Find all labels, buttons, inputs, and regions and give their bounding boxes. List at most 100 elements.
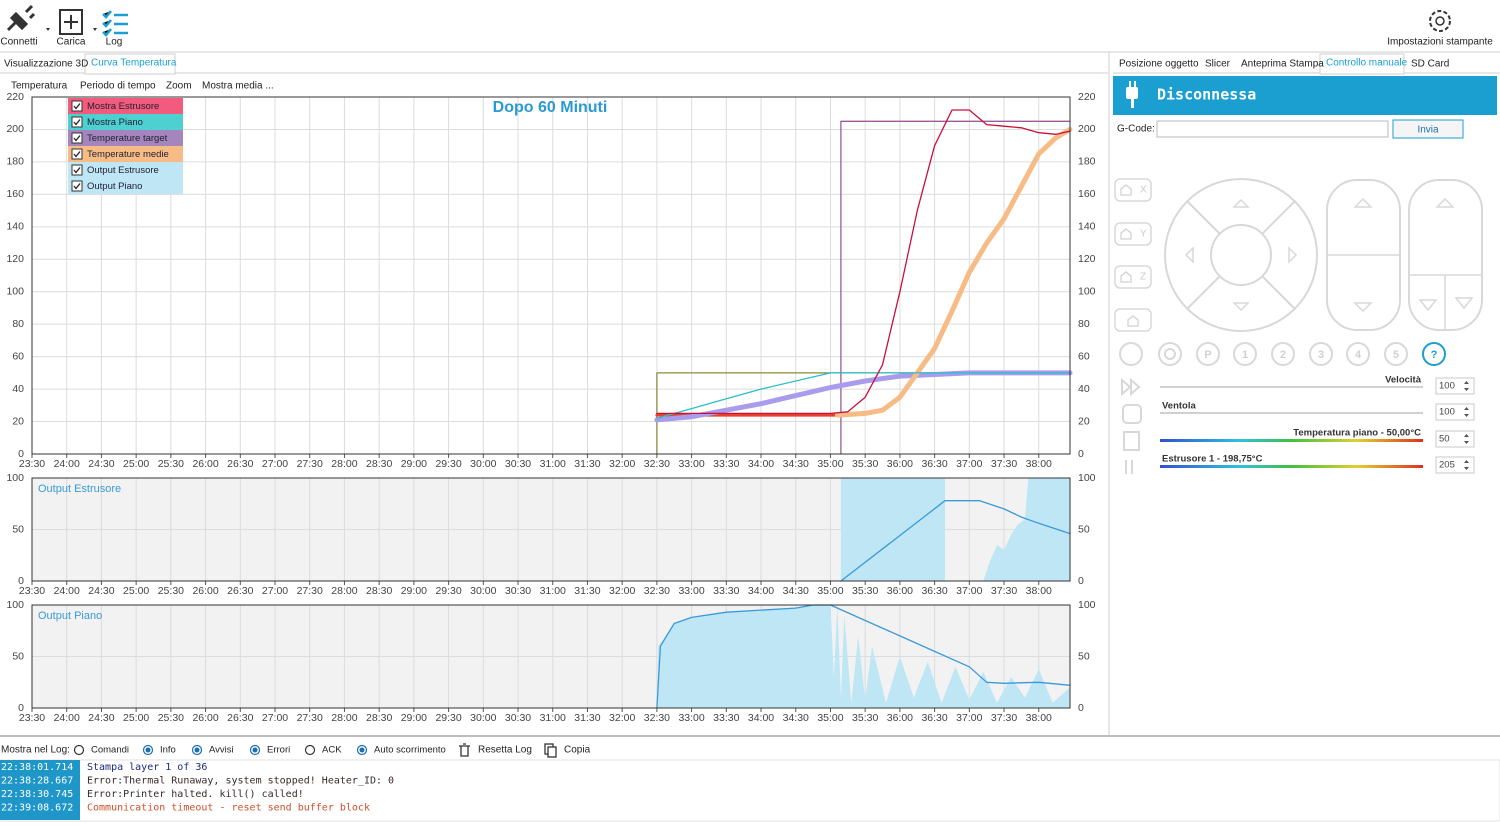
tab[interactable]: Posizione oggetto [1119, 59, 1199, 70]
legend-label[interactable]: Mostra Estrusore [87, 101, 159, 112]
dropdown-arrow[interactable] [93, 28, 97, 31]
legend-label[interactable]: Output Estrusore [87, 165, 159, 176]
tab[interactable]: Slicer [1205, 59, 1231, 70]
send-button-label[interactable]: Invia [1417, 125, 1439, 136]
macro-button[interactable] [1346, 342, 1370, 366]
x-tick-label: 32:30 [644, 585, 670, 597]
y-tick-label: 50 [12, 650, 24, 662]
macro-label[interactable]: ? [1431, 349, 1438, 361]
tab[interactable]: Controllo manuale [1326, 58, 1408, 69]
copy-log[interactable]: Copia [564, 745, 591, 756]
log-option-label[interactable]: Auto scorrimento [374, 745, 446, 756]
legend-checkbox[interactable] [71, 100, 83, 112]
legend-checkbox[interactable] [71, 116, 83, 128]
tab[interactable]: SD Card [1411, 59, 1449, 70]
menu-item[interactable]: Zoom [166, 81, 192, 92]
spin-arrows[interactable] [1464, 407, 1469, 417]
reset-log[interactable]: Resetta Log [478, 745, 532, 756]
macro-label[interactable]: 4 [1355, 349, 1362, 361]
slider-input[interactable] [1435, 430, 1475, 448]
macro-label[interactable]: 1 [1242, 349, 1248, 361]
tab[interactable]: Visualizzazione 3D [4, 59, 88, 70]
menu-item[interactable]: Periodo di tempo [80, 81, 156, 92]
macro-button[interactable] [1422, 342, 1446, 366]
log-options: Comandi Info Avvisi Errori ACK Auto scorrimen… [73, 744, 446, 756]
legend-checkbox[interactable] [71, 132, 83, 144]
x-tick-label: 29:00 [401, 458, 427, 470]
toolbar-button[interactable]: Connetti [0, 37, 37, 48]
toolbar-button[interactable]: Impostazioni stampante [1387, 37, 1493, 48]
macro-button[interactable] [1196, 342, 1220, 366]
log-options-label: Mostra nel Log: [1, 745, 70, 756]
slider-value[interactable]: 100 [1439, 381, 1455, 392]
slider-track[interactable] [1160, 386, 1423, 388]
spin-arrows[interactable] [1464, 434, 1469, 444]
slider-input[interactable] [1435, 377, 1475, 395]
home-axis[interactable]: Z [1140, 272, 1146, 283]
settings-icon[interactable] [1429, 10, 1451, 32]
macro-button[interactable] [1384, 342, 1408, 366]
x-tick-label: 33:30 [713, 585, 739, 597]
x-tick-label: 35:30 [852, 458, 878, 470]
macro-label[interactable]: 2 [1280, 349, 1286, 361]
log-option-label[interactable]: Avvisi [209, 745, 234, 756]
legend-checkbox[interactable] [71, 164, 83, 176]
slider-value[interactable]: 50 [1439, 434, 1450, 445]
spin-arrows[interactable] [1464, 460, 1469, 470]
x-tick-label: 32:00 [609, 712, 635, 724]
macro-button[interactable] [1309, 342, 1333, 366]
menu-item[interactable]: Mostra media ... [202, 81, 274, 92]
connect-icon[interactable] [6, 4, 36, 32]
gcode-input[interactable] [1156, 120, 1389, 138]
toolbar-button[interactable]: Carica [57, 37, 86, 48]
menu-item[interactable]: Temperatura [11, 81, 68, 92]
load-icon[interactable] [59, 9, 83, 35]
radio[interactable] [73, 744, 85, 756]
x-tick-label: 31:00 [540, 585, 566, 597]
macro-label[interactable]: P [1204, 349, 1211, 361]
macro-label[interactable]: 5 [1393, 349, 1399, 361]
y2-tick-label: 200 [1078, 123, 1096, 135]
slider-track[interactable] [1160, 412, 1423, 414]
macro-button[interactable] [1271, 342, 1295, 366]
legend-label[interactable]: Temperature target [87, 133, 168, 144]
legend-label[interactable]: Output Piano [87, 181, 142, 192]
send-button[interactable] [1392, 119, 1464, 139]
dropdown-arrow[interactable] [46, 28, 50, 31]
x-tick-label: 26:00 [192, 585, 218, 597]
legend-checkbox[interactable] [71, 180, 83, 192]
tab[interactable]: Anteprima Stampa [1241, 59, 1324, 70]
home-axis[interactable]: Y [1140, 229, 1147, 240]
x-tick-label: 24:00 [54, 585, 80, 597]
macro-button[interactable] [1233, 342, 1257, 366]
x-tick-label: 36:00 [887, 585, 913, 597]
x-tick-label: 31:30 [574, 712, 600, 724]
slider-input[interactable] [1435, 403, 1475, 421]
slider-track[interactable] [1160, 465, 1423, 468]
spin-arrows[interactable] [1464, 381, 1469, 391]
toolbar-button[interactable]: Log [106, 37, 123, 48]
home-axis[interactable]: X [1140, 185, 1147, 196]
radio[interactable] [304, 744, 316, 756]
macro-label[interactable]: 3 [1318, 349, 1324, 361]
x-tick-label: 33:30 [713, 458, 739, 470]
line-series [656, 109, 1071, 415]
log-option-label[interactable]: Errori [267, 745, 290, 756]
jog-pad[interactable] [1164, 178, 1483, 332]
tab[interactable]: Curva Temperatura [91, 58, 177, 69]
x-tick-label: 36:30 [921, 585, 947, 597]
log-option-label[interactable]: Info [160, 745, 176, 756]
log-option-label[interactable]: Comandi [91, 745, 129, 756]
log-option-label[interactable]: ACK [322, 745, 342, 756]
y2-tick-label: 0 [1078, 575, 1084, 587]
slider-input[interactable] [1435, 456, 1475, 474]
slider-value[interactable]: 205 [1439, 460, 1455, 471]
x-tick-label: 28:30 [366, 712, 392, 724]
slider-track[interactable] [1160, 439, 1423, 442]
legend-label[interactable]: Mostra Piano [87, 117, 143, 128]
legend-checkbox[interactable] [71, 148, 83, 160]
legend-label[interactable]: Temperature medie [87, 149, 169, 160]
slider-value[interactable]: 100 [1439, 407, 1455, 418]
x-tick-label: 37:00 [956, 458, 982, 470]
log-icon[interactable] [102, 10, 128, 37]
